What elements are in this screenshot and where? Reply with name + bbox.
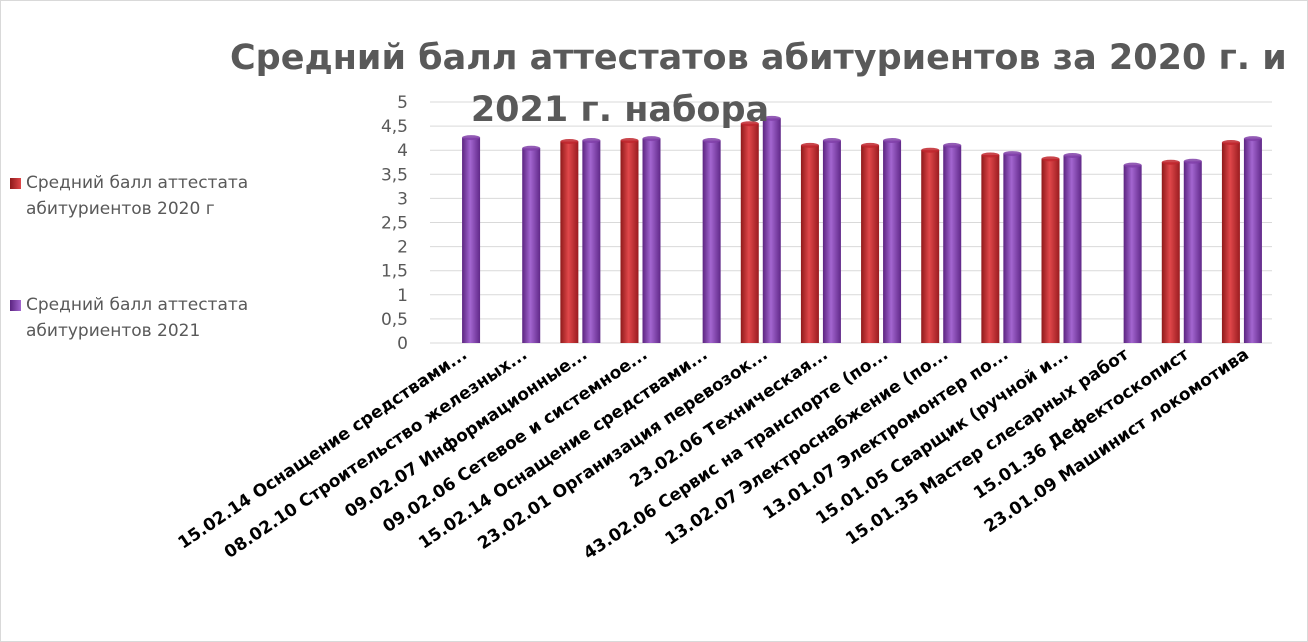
y-tick-label: 4 <box>397 141 408 161</box>
bar-2021 <box>522 145 541 343</box>
y-tick-label: 4,5 <box>381 117 408 137</box>
bar-2021 <box>702 138 721 343</box>
y-tick-label: 5 <box>397 93 408 113</box>
y-tick-label: 3,5 <box>381 165 408 185</box>
bar-2020 <box>620 138 639 343</box>
bar-2020 <box>981 152 1000 343</box>
y-tick-label: 0,5 <box>381 310 408 330</box>
bar-2021 <box>822 138 841 343</box>
y-tick-label: 1 <box>397 286 408 306</box>
bar-2021 <box>1243 136 1262 343</box>
bar-2020 <box>740 121 759 343</box>
bar-2020 <box>800 142 819 343</box>
chart-title-line-2: 2021 г. набора <box>470 90 770 130</box>
y-tick-label: 2 <box>397 238 408 258</box>
bar-2020 <box>1161 159 1180 343</box>
bar-2020 <box>560 139 579 343</box>
bar-2021 <box>762 115 781 343</box>
y-tick-label: 2,5 <box>381 214 408 234</box>
bar-2021 <box>1183 158 1202 343</box>
bar-2020 <box>861 142 880 343</box>
y-tick-label: 3 <box>397 189 408 209</box>
legend-swatch-2021 <box>10 300 21 311</box>
bar-2021 <box>1123 162 1142 343</box>
y-tick-label: 0 <box>397 334 408 354</box>
bar-2021 <box>1063 153 1082 343</box>
bar-2020 <box>921 147 940 343</box>
bar-2021 <box>582 138 601 343</box>
bar-2021 <box>883 138 902 343</box>
legend-swatch-2020 <box>10 178 21 189</box>
chart-title-line-1: Средний балл аттестатов абитуриентов за … <box>230 38 1287 78</box>
bar-2020 <box>1041 156 1060 343</box>
legend-label-2021-line-1: Средний балл аттестата <box>26 295 249 315</box>
y-tick-label: 1,5 <box>381 262 408 282</box>
legend-label-2021-line-2: абитуриентов 2021 <box>26 321 201 341</box>
bar-2021 <box>642 136 661 343</box>
legend-label-2020-line-2: абитуриентов 2020 г <box>26 199 215 219</box>
bar-2021 <box>943 142 962 343</box>
legend-label-2020-line-1: Средний балл аттестата <box>26 173 249 193</box>
bar-2021 <box>1003 151 1022 343</box>
bar-2020 <box>1221 139 1240 343</box>
bar-2021 <box>462 135 481 343</box>
